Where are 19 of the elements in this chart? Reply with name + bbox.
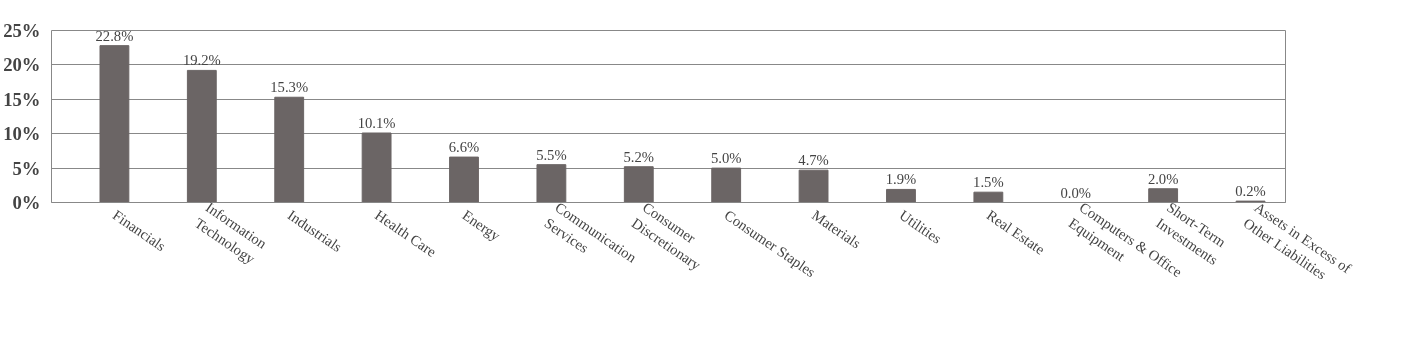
y-tick-label: 15% [3, 88, 41, 110]
data-label: 15.3% [270, 79, 309, 96]
data-label: 2.0% [1147, 170, 1179, 187]
data-label: 10.1% [357, 115, 396, 132]
data-label: 5.5% [536, 146, 567, 163]
data-label: 5.2% [623, 148, 655, 165]
y-tick-label: 25% [3, 20, 41, 41]
y-tick-label: 0% [12, 192, 41, 213]
data-label: 4.7% [798, 152, 829, 169]
y-tick-label: 5% [12, 157, 41, 179]
y-tick-label: 20% [3, 54, 41, 76]
data-label: 1.5% [973, 174, 1004, 191]
data-label: 6.6% [448, 139, 480, 156]
data-label: 1.9% [885, 171, 917, 188]
data-label: 0.2% [1235, 183, 1266, 200]
data-label: 22.8% [95, 27, 134, 44]
data-label: 5.0% [710, 150, 742, 167]
y-tick-label: 10% [3, 123, 41, 145]
data-label: 0.0% [1060, 184, 1092, 201]
